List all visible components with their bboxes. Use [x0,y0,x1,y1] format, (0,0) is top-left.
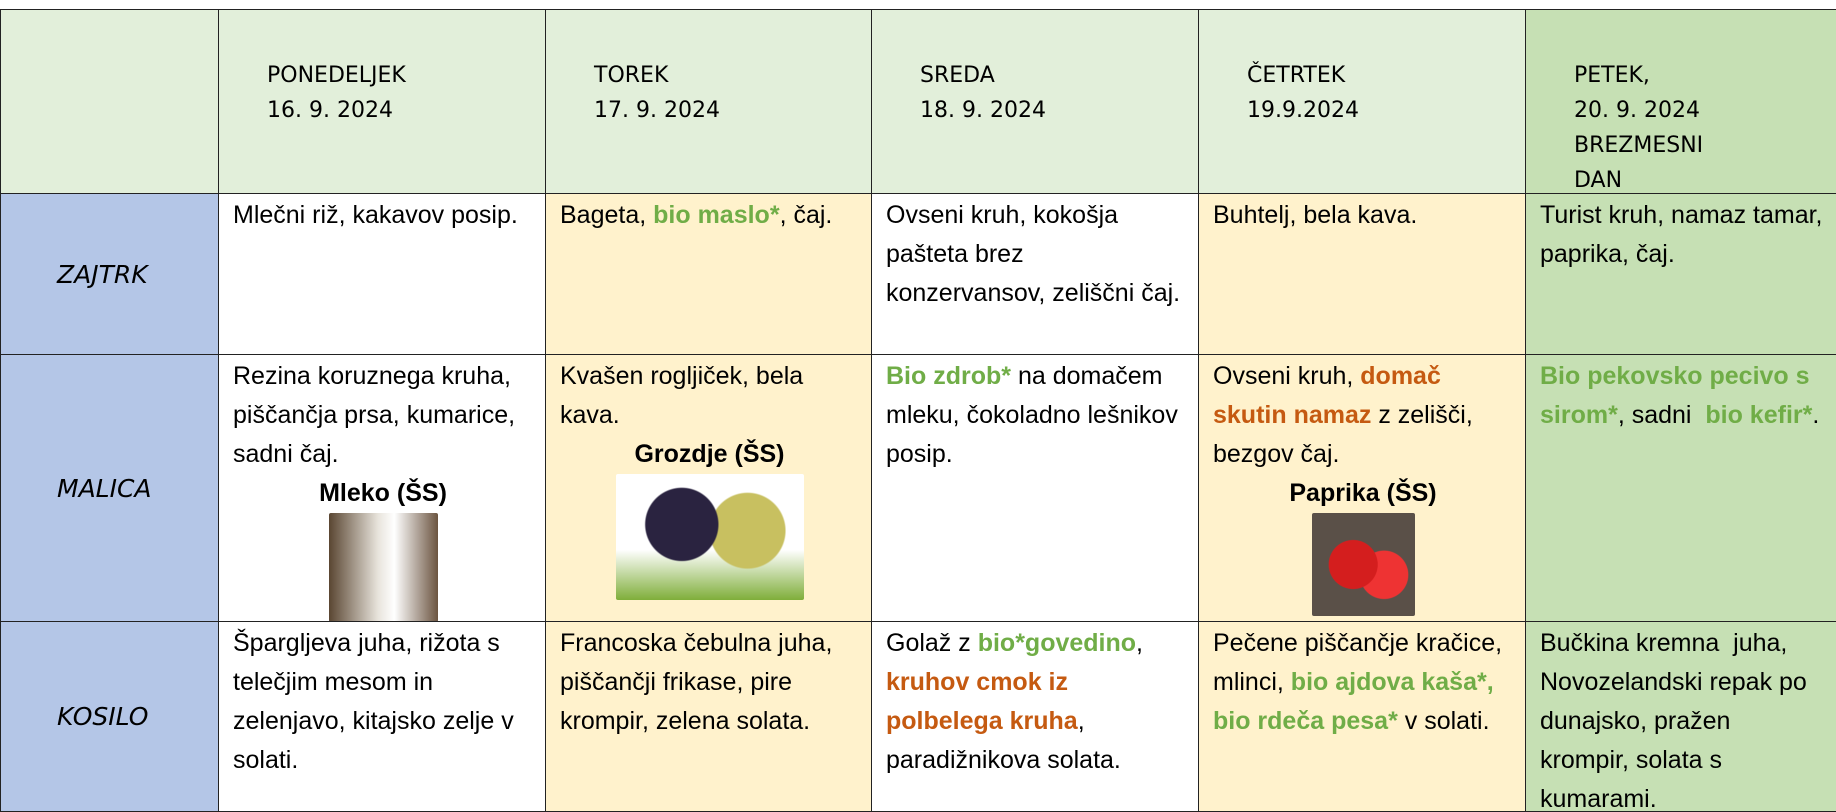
menu-cell: Pečene piščančje kračice, mlinci, bio aj… [1198,621,1526,812]
day-header: SREDA 18. 9. 2024 [871,9,1199,194]
menu-text: Ovseni kruh, [1213,362,1361,390]
menu-cell: Rezina koruznega kruha, piščančja prsa, … [218,354,546,622]
menu-text: Golaž z [886,629,978,657]
menu-cell: Francoska čebulna juha, piščančji frikas… [545,621,872,812]
menu-text: Francoska čebulna juha, piščančji frikas… [560,629,840,735]
day-line: 20. 9. 2024 [1574,98,1700,123]
menu-text: Bio zdrob* [886,362,1011,390]
menu-text: Bio pekovsko pecivo s sirom* [1540,362,1817,429]
day-line: ČETRTEK [1247,63,1346,88]
menu-text: v solati. [1397,707,1490,735]
day-line: DAN [1574,168,1623,193]
menu-text: Pečene piščančje kračice, mlinci, [1213,629,1509,696]
menu-cell: Kvašen rogljiček, bela kava. Grozdje (ŠS) [545,354,872,622]
menu-text: , sadni [1617,401,1706,429]
menu-text: . [1812,401,1820,429]
menu-cell: Špargljeva juha, rižota s telečjim mesom… [218,621,546,812]
menu-text: Špargljeva juha, rižota s telečjim mesom… [233,629,521,774]
menu-text: , [1136,629,1150,657]
menu-text: Bučkina kremna juha, Novozelandski repak… [1540,629,1814,812]
menu-text: , paradižnikova solata. [886,707,1121,774]
menu-cell: Turist kruh, namaz tamar, paprika, čaj. [1525,193,1836,355]
day-line: BREZMESNI [1574,133,1704,158]
fruit-label: Grozdje (ŠS) [634,440,785,468]
day-line: 17. 9. 2024 [594,98,720,123]
day-line: PONEDELJEK [267,63,406,88]
menu-text: bio kefir* [1705,401,1813,429]
menu-text: Kvašen rogljiček, bela kava. [560,362,811,429]
day-line: PETEK, [1574,63,1650,88]
menu-cell: Buhtelj, bela kava. [1198,193,1526,355]
menu-text: bio ajdova kaša*, bio rdeča pesa* [1213,668,1501,735]
day-line: 18. 9. 2024 [920,98,1046,123]
menu-text: z zelišči, bezgov čaj. [1213,401,1480,468]
menu-text: Buhtelj, bela kava. [1213,201,1418,229]
menu-text: Mlečni riž, kakavov posip. [233,201,518,229]
menu-cell: Bageta, bio maslo*, čaj. [545,193,872,355]
menu-text: Rezina koruznega kruha, piščančja prsa, … [233,362,523,468]
fruit-image [1311,513,1415,616]
menu-text: , čaj. [779,201,833,229]
menu-text: bio maslo* [653,201,780,229]
menu-table: PONEDELJEK 16. 9. 2024 TOREK 17. 9. 2024 SRE… [0,9,1836,812]
meal-label: KOSILO [0,621,219,812]
corner-cell [0,9,219,194]
menu-text: Turist kruh, namaz tamar, paprika, čaj. [1540,201,1830,268]
fruit-label: Mleko (ŠS) [319,479,447,507]
day-header: PONEDELJEK 16. 9. 2024 [218,9,546,194]
menu-text: na domačem mleku, čokoladno lešnikov pos… [886,362,1185,468]
day-header: ČETRTEK 19.9.2024 [1198,9,1526,194]
fruit-label: Paprika (ŠS) [1289,479,1437,507]
day-line: 19.9.2024 [1247,98,1359,123]
fruit-image [615,474,804,600]
menu-text: kruhov cmok iz polbelega kruha [886,668,1078,735]
day-header: TOREK 17. 9. 2024 [545,9,872,194]
menu-cell: Bučkina kremna juha, Novozelandski repak… [1525,621,1836,812]
menu-cell: Ovseni kruh, domač skutin namaz z zelišč… [1198,354,1526,622]
meal-label: MALICA [0,354,219,622]
day-line: 16. 9. 2024 [267,98,393,123]
fruit-image [328,513,438,621]
day-line: TOREK [594,63,669,88]
day-line: SREDA [920,63,995,88]
menu-text: Ovseni kruh, kokošja pašteta brez konzer… [886,201,1181,307]
meal-label: ZAJTRK [0,193,219,355]
menu-cell: Golaž z bio*govedino, kruhov cmok iz pol… [871,621,1199,812]
menu-cell: Mlečni riž, kakavov posip. [218,193,546,355]
day-header: PETEK, 20. 9. 2024 BREZMESNI DAN [1525,9,1836,194]
menu-cell: Bio pekovsko pecivo s sirom*, sadni bio … [1525,354,1836,622]
menu-text: bio*govedino [977,629,1137,657]
menu-text: Bageta, [560,201,654,229]
menu-cell: Ovseni kruh, kokošja pašteta brez konzer… [871,193,1199,355]
menu-text: domač skutin namaz [1213,362,1448,429]
menu-cell: Bio zdrob* na domačem mleku, čokoladno l… [871,354,1199,622]
